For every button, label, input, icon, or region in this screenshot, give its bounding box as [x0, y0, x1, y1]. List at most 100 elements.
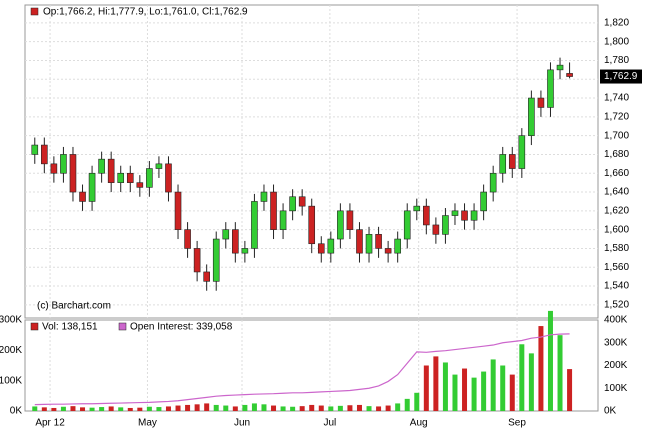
volume-bar: [337, 405, 343, 411]
candle-body: [394, 238, 401, 254]
volume-bar: [89, 407, 95, 411]
y2-tick-label: 100K: [604, 383, 628, 394]
candle-body: [298, 196, 306, 207]
volume-bar: [376, 406, 382, 411]
candle-body: [403, 210, 411, 240]
candle-body: [165, 163, 172, 193]
volume-bar: [32, 406, 38, 411]
volume-bar: [108, 406, 114, 411]
candle-body: [270, 191, 277, 230]
volume-bar: [347, 405, 353, 411]
candle-body: [117, 172, 125, 183]
volume-bar: [519, 344, 525, 411]
y-tick-label: 1,580: [604, 243, 629, 254]
candle-body: [155, 163, 163, 169]
volume-bar: [146, 406, 152, 411]
volume-bar: [261, 404, 267, 411]
volume-bar: [452, 374, 458, 411]
y-tick-label: 200K: [0, 345, 22, 356]
y-tick-label: 1,540: [604, 281, 629, 292]
candle-body: [556, 64, 564, 71]
legend-box: [118, 322, 127, 331]
volume-bar: [423, 365, 429, 411]
volume-bar: [481, 371, 487, 411]
volume-bar: [328, 406, 334, 411]
volume-bar: [395, 403, 401, 411]
volume-bar: [567, 369, 573, 411]
candle-body: [499, 154, 507, 174]
candle-body: [337, 210, 344, 240]
candle-body: [251, 201, 258, 249]
candle-body: [470, 210, 478, 221]
candle-body: [461, 210, 468, 221]
candle-body: [423, 205, 430, 226]
volume-bar: [60, 406, 66, 411]
candle-body: [31, 144, 39, 155]
volume-bar: [442, 362, 448, 411]
volume-bar: [137, 407, 143, 411]
candle-body: [69, 154, 77, 193]
y2-tick-label: 300K: [604, 337, 628, 348]
volume-bar: [156, 407, 162, 411]
volume-bar: [433, 356, 439, 411]
volume-bar: [471, 377, 477, 411]
legend-text: Vol: 138,151: [42, 322, 98, 333]
y-tick-label: 1,780: [604, 55, 629, 66]
volume-bar: [385, 405, 391, 411]
y-tick-label: 100K: [0, 375, 22, 386]
y2-tick-label: 0K: [604, 406, 617, 417]
x-tick-label: Jun: [234, 418, 250, 429]
volume-bar: [127, 407, 133, 411]
volume-bar: [528, 353, 534, 411]
candle-body: [241, 248, 249, 254]
candle-body: [222, 229, 230, 240]
volume-bar: [232, 406, 238, 411]
last-price-box: [600, 69, 642, 84]
volume-bar: [299, 406, 305, 411]
candle-body: [528, 97, 535, 136]
candle-body: [193, 248, 201, 273]
x-tick-label: Jul: [323, 418, 336, 429]
candle-body: [346, 210, 354, 230]
volume-bar: [51, 407, 57, 411]
candle-body: [308, 205, 316, 245]
y-tick-label: 1,620: [604, 205, 629, 216]
candle-body: [184, 229, 191, 249]
candle-body: [547, 69, 554, 108]
volume-bar: [414, 392, 420, 411]
y-tick-label: 1,560: [604, 262, 629, 273]
candle-body: [451, 210, 459, 216]
candle-body: [413, 205, 421, 212]
x-tick-label: Aug: [410, 418, 428, 429]
y2-tick-label: 400K: [604, 315, 628, 326]
y-tick-label: 1,600: [604, 224, 629, 235]
volume-bar: [404, 398, 410, 411]
x-tick-label: Sep: [508, 418, 526, 429]
candle-body: [146, 168, 153, 188]
y-tick-label: 1,820: [604, 17, 629, 28]
volume-bar: [99, 407, 105, 411]
candle-body: [442, 215, 449, 235]
candle-body: [107, 158, 115, 183]
volume-bar: [509, 374, 515, 411]
y-tick-label: 1,660: [604, 168, 629, 179]
volume-bar: [204, 403, 210, 411]
volume-bar: [175, 405, 181, 411]
volume-bar: [70, 406, 76, 411]
candle-body: [126, 172, 134, 183]
legend-box: [30, 322, 39, 331]
candle-body: [480, 191, 487, 212]
last-price-label: 1,762.9: [604, 71, 638, 82]
candle-body: [508, 154, 516, 169]
volume-bar: [547, 310, 553, 411]
candle-body: [489, 172, 497, 193]
volume-bar: [80, 407, 86, 411]
volume-bar: [557, 335, 563, 411]
y-tick-label: 1,640: [604, 187, 629, 198]
candle-body: [375, 234, 382, 249]
candle-body: [232, 229, 239, 254]
candle-body: [289, 196, 296, 212]
candle-body: [136, 182, 144, 188]
volume-bar: [462, 368, 468, 411]
candle-body: [60, 154, 67, 174]
